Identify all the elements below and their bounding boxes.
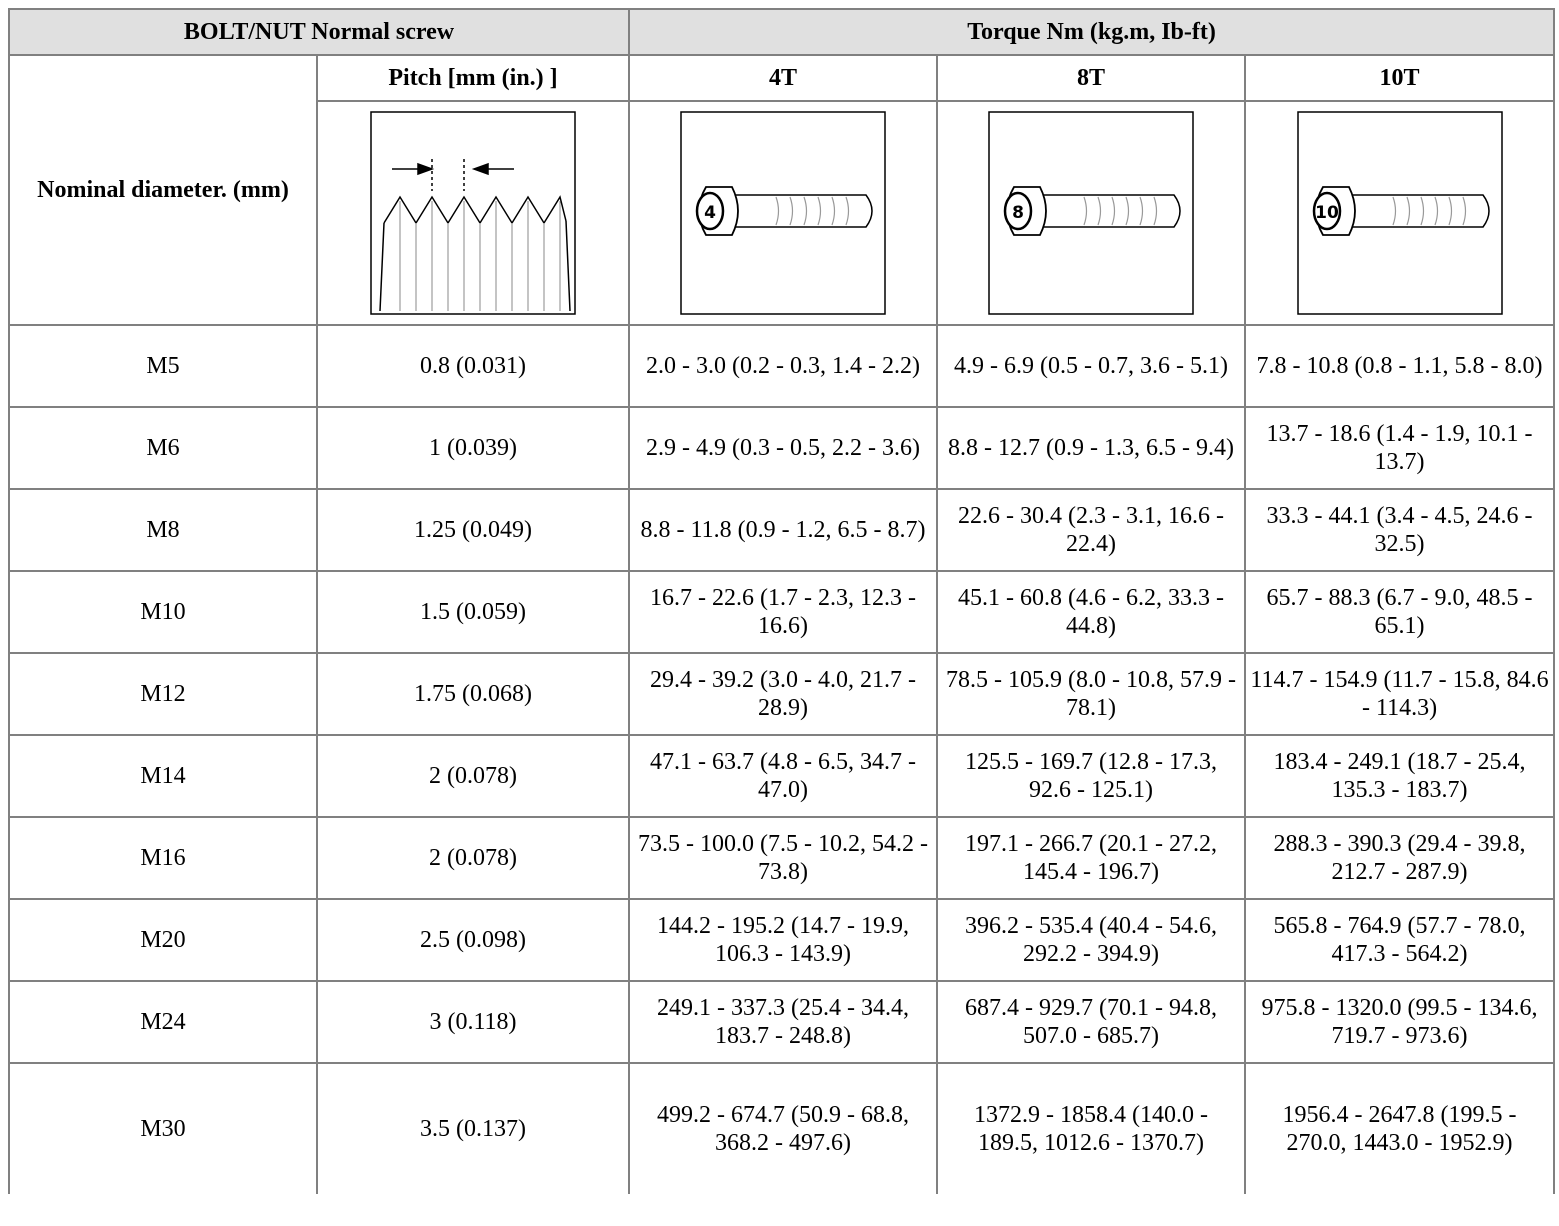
- value-cell: 183.4 - 249.1 (18.7 - 25.4, 135.3 - 183.…: [1244, 734, 1556, 818]
- header-cell: 10T: [1244, 54, 1556, 102]
- bolt-grade: 10: [1315, 203, 1339, 223]
- value-cell: 3.5 (0.137): [315, 1062, 631, 1194]
- header-cell: 4T: [628, 54, 939, 102]
- diameter-cell: M12: [8, 652, 318, 736]
- diameter-cell: M24: [8, 980, 318, 1064]
- diameter-cell: M8: [8, 488, 318, 572]
- value-cell: 1.5 (0.059): [315, 570, 631, 654]
- value-cell: 197.1 - 266.7 (20.1 - 27.2, 145.4 - 196.…: [936, 816, 1247, 900]
- value-cell: 8.8 - 12.7 (0.9 - 1.3, 6.5 - 9.4): [936, 406, 1247, 490]
- value-cell: 1956.4 - 2647.8 (199.5 - 270.0, 1443.0 -…: [1244, 1062, 1556, 1194]
- data-row: M8 1.25 (0.049) 8.8 - 11.8 (0.9 - 1.2, 6.5…: [8, 488, 1556, 572]
- image-cell: 10: [1244, 100, 1556, 326]
- data-row: M5 0.8 (0.031) 2.0 - 3.0 (0.2 - 0.3, 1.4 -…: [8, 324, 1556, 408]
- table-body: BOLT/NUT Normal screw Torque Nm (kg.m, I…: [7, 8, 1556, 1194]
- value-cell: 144.2 - 195.2 (14.7 - 19.9, 106.3 - 143.…: [628, 898, 939, 982]
- value-cell: 2 (0.078): [315, 734, 631, 818]
- data-row: M6 1 (0.039) 2.9 - 4.9 (0.3 - 0.5, 2.2 - 3…: [8, 406, 1556, 490]
- value-cell: 687.4 - 929.7 (70.1 - 94.8, 507.0 - 685.…: [936, 980, 1247, 1064]
- value-cell: 2 (0.078): [315, 816, 631, 900]
- data-row: M10 1.5 (0.059) 16.7 - 22.6 (1.7 - 2.3, 12…: [8, 570, 1556, 654]
- value-cell: 396.2 - 535.4 (40.4 - 54.6, 292.2 - 394.…: [936, 898, 1247, 982]
- value-cell: 45.1 - 60.8 (4.6 - 6.2, 33.3 - 44.8): [936, 570, 1247, 654]
- bolt-icon: 8: [988, 111, 1194, 315]
- data-row: M16 2 (0.078) 73.5 - 100.0 (7.5 - 10.2, 54…: [8, 816, 1556, 900]
- value-cell: 125.5 - 169.7 (12.8 - 17.3, 92.6 - 125.1…: [936, 734, 1247, 818]
- value-cell: 499.2 - 674.7 (50.9 - 68.8, 368.2 - 497.…: [628, 1062, 939, 1194]
- torque-table: BOLT/NUT Normal screw Torque Nm (kg.m, I…: [7, 8, 1556, 1194]
- value-cell: 33.3 - 44.1 (3.4 - 4.5, 24.6 - 32.5): [1244, 488, 1556, 572]
- value-cell: 22.6 - 30.4 (2.3 - 3.1, 16.6 - 22.4): [936, 488, 1247, 572]
- pitch-diagram: [370, 111, 576, 315]
- image-cell: [315, 100, 631, 326]
- image-cell: 8: [936, 100, 1247, 326]
- value-cell: 65.7 - 88.3 (6.7 - 9.0, 48.5 - 65.1): [1244, 570, 1556, 654]
- diameter-cell: M20: [8, 898, 318, 982]
- bolt-icon: 10: [1296, 111, 1503, 315]
- head-face: [1312, 191, 1341, 231]
- value-cell: 73.5 - 100.0 (7.5 - 10.2, 54.2 - 73.8): [628, 816, 939, 900]
- value-cell: 975.8 - 1320.0 (99.5 - 134.6, 719.7 - 97…: [1244, 980, 1556, 1064]
- data-row: M12 1.75 (0.068) 29.4 - 39.2 (3.0 - 4.0, 2…: [8, 652, 1556, 736]
- value-cell: 2.0 - 3.0 (0.2 - 0.3, 1.4 - 2.2): [628, 324, 939, 408]
- value-cell: 47.1 - 63.7 (4.8 - 6.5, 34.7 - 47.0): [628, 734, 939, 818]
- bolt-grade: 8: [1012, 203, 1024, 223]
- value-cell: 288.3 - 390.3 (29.4 - 39.8, 212.7 - 287.…: [1244, 816, 1556, 900]
- value-cell: 565.8 - 764.9 (57.7 - 78.0, 417.3 - 564.…: [1244, 898, 1556, 982]
- data-row: M20 2.5 (0.098) 144.2 - 195.2 (14.7 - 19.9…: [8, 898, 1556, 982]
- bolt-shank: [727, 194, 873, 228]
- diameter-cell: M16: [8, 816, 318, 900]
- value-cell: 4.9 - 6.9 (0.5 - 0.7, 3.6 - 5.1): [936, 324, 1247, 408]
- bolt-shank: [1035, 194, 1181, 228]
- bolt-icon: 4: [680, 111, 886, 315]
- header-cell: BOLT/NUT Normal screw: [7, 8, 631, 56]
- value-cell: 0.8 (0.031): [315, 324, 631, 408]
- threads: [775, 196, 850, 226]
- value-cell: 3 (0.118): [315, 980, 631, 1064]
- diameter-cell: M10: [8, 570, 318, 654]
- value-cell: 1.75 (0.068): [315, 652, 631, 736]
- image-row: 4 8 10: [9, 100, 1556, 326]
- value-cell: 1.25 (0.049): [315, 488, 631, 572]
- threads: [1391, 196, 1466, 226]
- value-cell: 29.4 - 39.2 (3.0 - 4.0, 21.7 - 28.9): [628, 652, 939, 736]
- diameter-cell: M6: [8, 406, 318, 490]
- bolt-grade: 4: [704, 203, 716, 223]
- value-cell: 16.7 - 22.6 (1.7 - 2.3, 12.3 - 16.6): [628, 570, 939, 654]
- header-row: Nominal diameter. (mm) Pitch [mm (in.) ]…: [8, 54, 1556, 326]
- header-cell: Pitch [mm (in.) ]: [315, 54, 631, 102]
- data-row: M14 2 (0.078) 47.1 - 63.7 (4.8 - 6.5, 34.7…: [8, 734, 1556, 818]
- header-cell: Torque Nm (kg.m, Ib-ft): [628, 8, 1556, 56]
- value-cell: 249.1 - 337.3 (25.4 - 34.4, 183.7 - 248.…: [628, 980, 939, 1064]
- value-cell: 7.8 - 10.8 (0.8 - 1.1, 5.8 - 8.0): [1244, 324, 1556, 408]
- value-cell: 1 (0.039): [315, 406, 631, 490]
- value-cell: 114.7 - 154.9 (11.7 - 15.8, 84.6 - 114.3…: [1244, 652, 1556, 736]
- row-label-header: Nominal diameter. (mm): [8, 54, 318, 326]
- data-row: M24 3 (0.118) 249.1 - 337.3 (25.4 - 34.4, …: [8, 980, 1556, 1064]
- head-face: [1003, 191, 1033, 231]
- value-cell: 2.5 (0.098): [315, 898, 631, 982]
- value-cell: 13.7 - 18.6 (1.4 - 1.9, 10.1 - 13.7): [1244, 406, 1556, 490]
- head-face: [695, 191, 725, 231]
- diameter-cell: M14: [8, 734, 318, 818]
- value-cell: 78.5 - 105.9 (8.0 - 10.8, 57.9 - 78.1): [936, 652, 1247, 736]
- header-cell: 8T: [936, 54, 1247, 102]
- threads: [1083, 196, 1158, 226]
- value-cell: 8.8 - 11.8 (0.9 - 1.2, 6.5 - 8.7): [628, 488, 939, 572]
- image-cell: 4: [628, 100, 939, 326]
- value-cell: 1372.9 - 1858.4 (140.0 - 189.5, 1012.6 -…: [936, 1062, 1247, 1194]
- bolt-shank: [1343, 194, 1490, 228]
- diameter-cell: M30: [8, 1062, 318, 1194]
- header-row: BOLT/NUT Normal screw Torque Nm (kg.m, I…: [7, 8, 1556, 56]
- diameter-cell: M5: [8, 324, 318, 408]
- data-row: M30 3.5 (0.137) 499.2 - 674.7 (50.9 - 68.8…: [8, 1062, 1556, 1194]
- value-cell: 2.9 - 4.9 (0.3 - 0.5, 2.2 - 3.6): [628, 406, 939, 490]
